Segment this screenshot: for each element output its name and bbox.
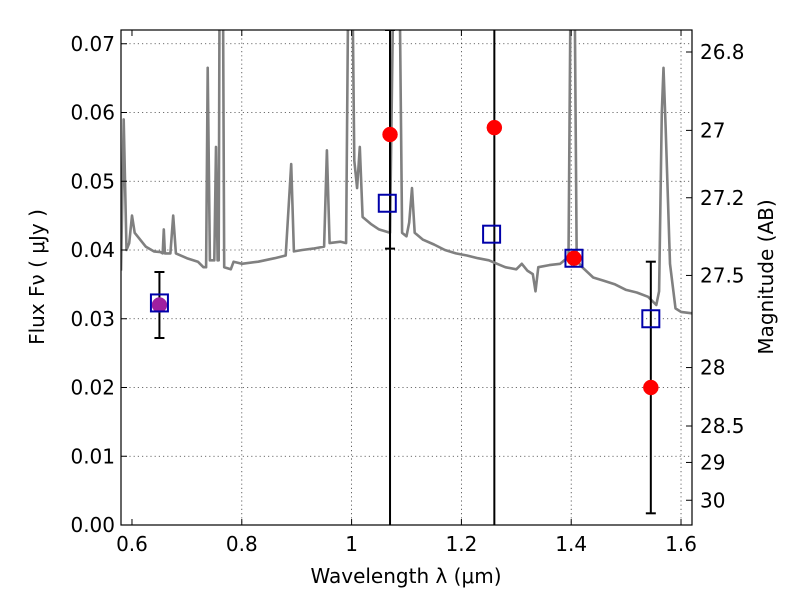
- x-tick-label: 0.6: [116, 532, 148, 556]
- y-tick-label: 0.06: [70, 101, 115, 125]
- y-tick-label: 0.04: [70, 238, 115, 262]
- right-tick-label: 26.8: [700, 40, 745, 64]
- observed-point: [151, 297, 168, 313]
- y-tick-label: 0.02: [70, 376, 115, 400]
- model-spectrum: [121, 30, 692, 315]
- x-axis-ticks: 0.6 0.8 1 1.2 1.4 1.6: [116, 30, 697, 556]
- y-tick-label: 0.07: [70, 32, 115, 56]
- vertical-lines: [389, 30, 496, 525]
- x-tick-label: 1.4: [555, 532, 587, 556]
- model-band-point: [482, 224, 502, 244]
- right-tick-label: 30: [700, 488, 725, 512]
- x-tick-label: 0.8: [226, 532, 258, 556]
- y-axis-label: Flux Fν ( μJy ): [25, 209, 49, 345]
- observed-point: [566, 250, 582, 266]
- x-tick-label: 1.2: [445, 532, 477, 556]
- x-axis-label: Wavelength λ (μm): [310, 564, 501, 588]
- x-tick-label: 1: [345, 532, 358, 556]
- error-bars: [154, 30, 656, 515]
- observed-point: [486, 119, 503, 136]
- y-axis-ticks: 0.00 0.01 0.02 0.03 0.04 0.05 0.06 0.07: [70, 32, 127, 537]
- y-tick-label: 0.05: [70, 169, 115, 193]
- right-axis-ticks: 26.8 27 27.2 27.5 28 28.5 29 30: [686, 40, 745, 512]
- right-tick-label: 27.5: [700, 263, 745, 287]
- model-band-points: [149, 193, 661, 329]
- spectrum-line: [121, 30, 692, 315]
- right-tick-label: 27: [700, 118, 725, 142]
- model-band-point: [149, 293, 169, 313]
- observed-point: [643, 379, 659, 396]
- observed-point: [382, 126, 398, 143]
- right-axis-label: Magnitude (AB): [754, 199, 778, 354]
- model-band-point: [641, 309, 661, 329]
- right-tick-label: 27.2: [700, 186, 745, 210]
- y-tick-label: 0.03: [70, 307, 115, 331]
- y-tick-label: 0.01: [70, 444, 115, 468]
- right-tick-label: 29: [700, 450, 725, 474]
- x-tick-label: 1.6: [665, 532, 697, 556]
- right-tick-label: 28: [700, 356, 725, 380]
- plot-frame: [120, 29, 693, 526]
- y-tick-label: 0.00: [70, 513, 115, 537]
- model-band-point: [377, 193, 397, 213]
- grid: [121, 30, 692, 525]
- model-band-point: [564, 248, 584, 268]
- right-tick-label: 28.5: [700, 414, 745, 438]
